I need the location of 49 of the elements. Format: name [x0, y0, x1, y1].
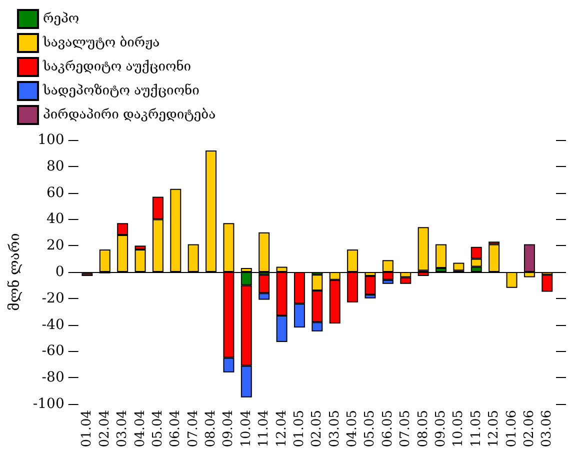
y-tick-label: -20: [42, 290, 64, 306]
x-tick-label: 12.04: [274, 410, 290, 448]
x-tick-label: 01.06: [504, 410, 520, 448]
x-tick-label: 06.05: [380, 410, 396, 448]
x-tick-label: 11.05: [468, 410, 484, 448]
legend-label: რეპო: [43, 12, 80, 26]
legend-label: პირდაპირი დაკრედიტება: [43, 108, 216, 122]
y-tick-label: -60: [42, 343, 64, 360]
x-tick-label: 07.05: [398, 410, 414, 448]
x-tick-label: 04.05: [345, 410, 360, 448]
x-tick-label: 01.05: [292, 410, 307, 448]
y-tick-label: -40: [42, 316, 64, 333]
x-tick-label: 08.04: [204, 410, 219, 448]
x-tick-label: 09.05: [434, 410, 449, 448]
x-tick-label: 12.05: [486, 410, 502, 448]
x-tick-label: 02.06: [522, 410, 537, 448]
y-tick-label: -80: [42, 370, 64, 386]
x-tick-label: 10.05: [451, 410, 466, 448]
y-tick-label: 20: [46, 238, 64, 254]
x-tick-label: 02.04: [97, 410, 112, 448]
legend-label: სავალუტო ბირჟა: [42, 36, 160, 50]
y-axis-title: მლნ ლარი: [7, 233, 23, 311]
bar: [542, 274, 553, 292]
x-tick-label: 05.05: [362, 410, 378, 448]
x-tick-label: 11.04: [256, 410, 272, 448]
y-tick-label: 100: [38, 132, 64, 148]
x-tick-label: 08.05: [416, 410, 431, 448]
x-tick-label: 05.04: [150, 410, 166, 448]
x-tick-label: 03.04: [115, 410, 130, 448]
y-tick-label: 80: [46, 158, 64, 174]
x-tick-label: 03.05: [327, 410, 342, 448]
y-tick-label: 40: [46, 211, 64, 228]
y-tick-label: -100: [32, 396, 64, 412]
y-tick-label: 60: [46, 184, 64, 201]
bar: [436, 244, 446, 268]
x-tick-label: 09.04: [221, 410, 236, 448]
y-tick-label: 0: [55, 264, 64, 280]
x-tick-label: 06.04: [168, 410, 184, 448]
legend-label: სადეპოზიტო აუქციონი: [42, 84, 200, 98]
bar: [258, 232, 270, 272]
x-tick-label: 01.04: [80, 410, 95, 448]
x-tick-label: 04.04: [132, 410, 148, 448]
x-tick-label: 10.04: [238, 410, 254, 448]
bar: [364, 276, 376, 294]
legend-label: საკრედიტო აუქციონი: [42, 60, 192, 74]
x-tick-label: 03.06: [540, 410, 555, 448]
x-tick-label: 02.05: [310, 410, 325, 448]
bar: [99, 250, 110, 272]
x-tick-label: 07.04: [186, 410, 201, 448]
